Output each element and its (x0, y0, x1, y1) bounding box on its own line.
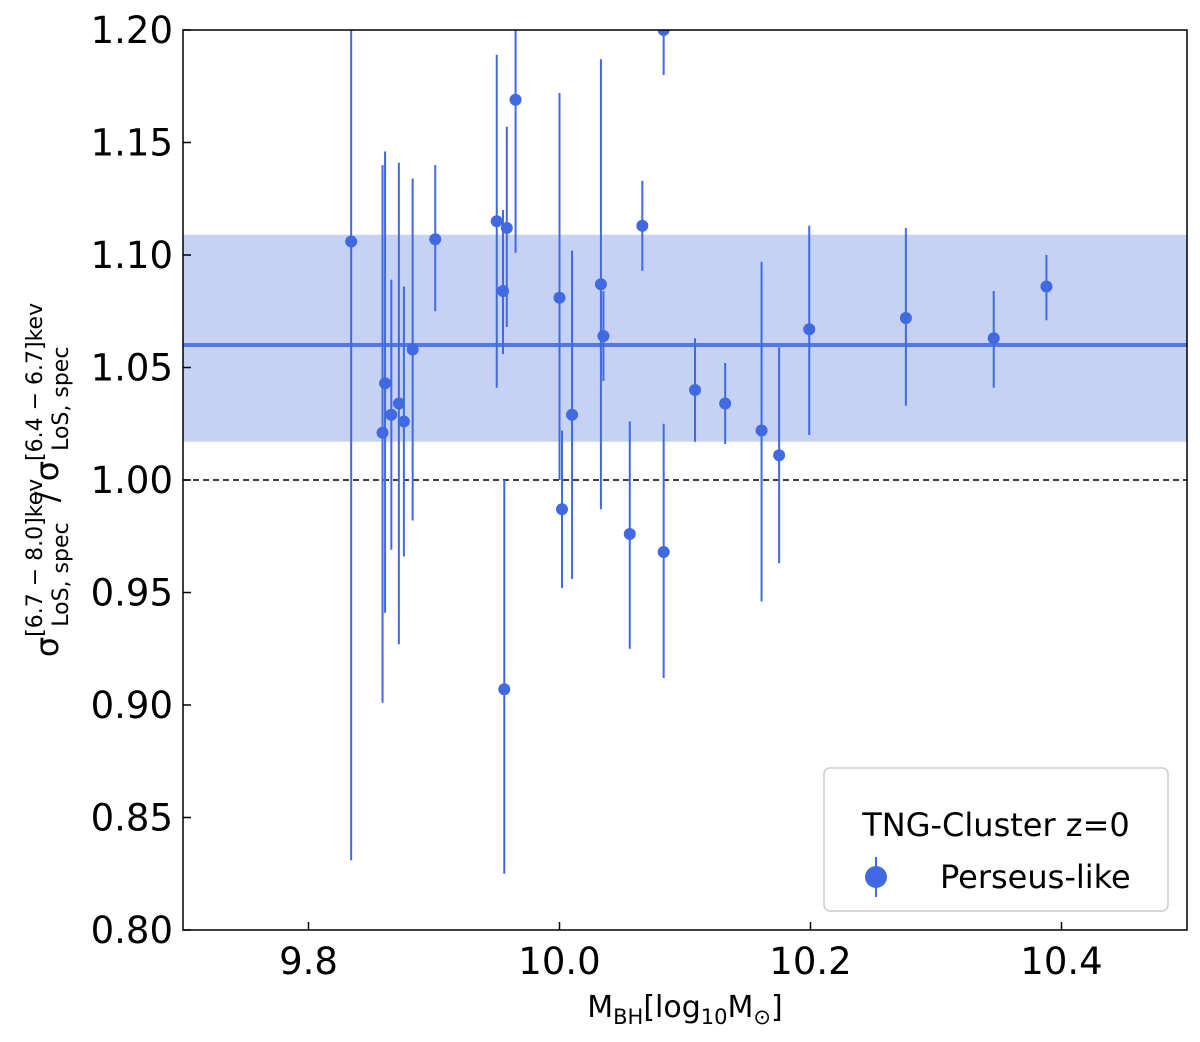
y-tick-label: 0.80 (91, 909, 173, 952)
x-tick-label: 10.0 (518, 940, 600, 983)
y-tick-label: 1.15 (91, 122, 173, 165)
data-point (406, 343, 419, 356)
x-tick-label: 10.4 (1020, 940, 1102, 983)
data-point (689, 384, 702, 396)
data-point (657, 546, 670, 558)
y-axis-label: σ[6.7 − 8.0]kevLoS, spec / σ[6.4 − 6.7]k… (23, 303, 74, 657)
legend: TNG-Cluster z=0 Perseus-like (823, 767, 1169, 912)
y-tick-label: 0.85 (91, 797, 173, 840)
data-point (1040, 280, 1053, 293)
legend-label: Perseus-like (940, 858, 1131, 896)
data-point (773, 449, 786, 462)
y-tick-label: 0.90 (91, 684, 173, 727)
data-point (379, 377, 392, 390)
legend-marker (865, 866, 887, 888)
y-tick-label: 1.00 (91, 459, 173, 502)
data-point (556, 503, 569, 516)
data-point (490, 215, 503, 228)
data-point (385, 408, 398, 421)
y-tick-label: 0.95 (91, 572, 173, 615)
data-point (376, 426, 389, 439)
data-point (987, 332, 1000, 345)
plot-area (183, 30, 1187, 874)
data-point (597, 330, 610, 342)
data-point (553, 291, 566, 304)
y-tick-label: 1.05 (91, 347, 173, 390)
data-point (623, 528, 636, 540)
data-point (566, 408, 579, 421)
data-point (594, 278, 607, 291)
x-tick-label: 10.2 (769, 940, 851, 983)
data-point (803, 323, 816, 336)
data-point (500, 222, 513, 234)
y-tick-label: 1.20 (91, 9, 173, 52)
y-tick-label: 1.10 (91, 234, 173, 277)
data-point (397, 415, 410, 428)
data-point (899, 312, 912, 324)
scatter-band (183, 234, 1187, 442)
x-tick-label: 9.8 (279, 940, 338, 983)
data-point (345, 235, 358, 248)
data-point (392, 397, 405, 410)
data-point (636, 219, 649, 232)
data-point (509, 93, 522, 106)
x-axis-label: MBH[log10M⊙] (587, 990, 782, 1029)
data-point (429, 233, 442, 246)
data-point (498, 683, 511, 696)
data-point (719, 397, 732, 410)
data-point (657, 30, 670, 36)
legend-box (823, 767, 1169, 912)
legend-title: TNG-Cluster z=0 (861, 806, 1130, 844)
data-point (755, 424, 768, 437)
ticks: 9.8 10.0 10.2 10.4 0.80 0.85 0.90 0.95 1.00 1.05 1… (91, 9, 1103, 983)
